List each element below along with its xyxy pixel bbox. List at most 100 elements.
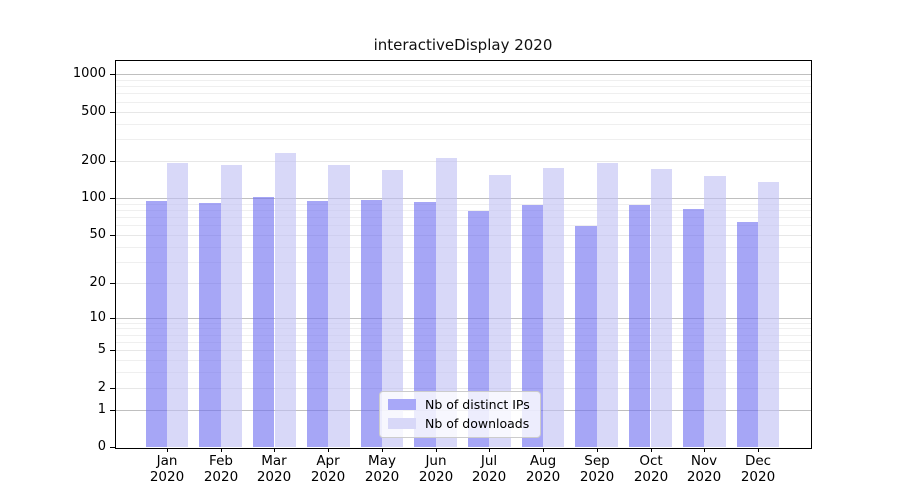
legend-item: Nb of downloads — [388, 416, 530, 431]
x-tick-mark — [704, 448, 705, 452]
x-tick-label-apr: Apr 2020 — [310, 453, 346, 485]
x-tick-label-jul: Jul 2020 — [471, 453, 507, 485]
x-tick-label-may: May 2020 — [364, 453, 400, 485]
x-tick-mark — [436, 448, 437, 452]
x-tick-label-dec: Dec 2020 — [740, 453, 776, 485]
legend-swatch-downloads — [388, 418, 416, 429]
gridline-minor — [115, 328, 811, 329]
bar-downloads-mar — [274, 153, 296, 447]
bar-downloads-aug — [543, 168, 565, 447]
legend-label: Nb of distinct IPs — [425, 397, 530, 412]
legend-item: Nb of distinct IPs — [388, 397, 530, 412]
gridline-minor — [115, 372, 811, 373]
gridline-decade — [115, 198, 811, 199]
y-tick-label: 500 — [81, 104, 106, 119]
bar-downloads-feb — [220, 165, 243, 447]
bar-distinct-ips-mar — [253, 196, 275, 447]
bar-distinct-ips-jan — [145, 201, 167, 447]
x-tick-mark — [758, 448, 759, 452]
y-tick-label: 1000 — [72, 66, 106, 81]
gridline-major — [115, 161, 811, 162]
gridline-minor — [115, 262, 811, 263]
y-tick-label: 5 — [97, 342, 106, 357]
bar-downloads-dec — [758, 181, 780, 447]
x-tick-mark — [167, 448, 168, 452]
x-tick-label-aug: Aug 2020 — [525, 453, 561, 485]
y-tick-mark — [110, 388, 115, 389]
y-tick-label: 200 — [81, 153, 106, 168]
gridline-minor — [115, 210, 811, 211]
gridline-minor — [115, 80, 811, 81]
bar-downloads-apr — [328, 164, 350, 447]
bar-distinct-ips-feb — [199, 203, 221, 447]
gridline-minor — [115, 124, 811, 125]
y-tick-mark — [110, 283, 115, 284]
y-tick-label: 0 — [97, 439, 106, 454]
gridline-minor — [115, 360, 811, 361]
bar-downloads-jun — [435, 157, 457, 447]
x-tick-label-jan: Jan 2020 — [149, 453, 185, 485]
x-tick-mark — [651, 448, 652, 452]
y-tick-mark — [110, 112, 115, 113]
x-tick-label-jun: Jun 2020 — [418, 453, 454, 485]
legend-label: Nb of downloads — [425, 416, 530, 431]
bar-distinct-ips-aug — [521, 205, 544, 447]
y-tick-mark — [110, 350, 115, 351]
y-tick-mark — [110, 235, 115, 236]
bar-downloads-oct — [650, 168, 672, 447]
x-tick-label-feb: Feb 2020 — [203, 453, 239, 485]
gridline-minor — [115, 225, 811, 226]
plot-area — [115, 60, 811, 447]
x-tick-mark — [328, 448, 329, 452]
x-tick-mark — [597, 448, 598, 452]
y-tick-label: 2 — [97, 380, 106, 395]
y-tick-label: 20 — [89, 275, 106, 290]
gridline-minor — [115, 247, 811, 248]
x-tick-label-mar: Mar 2020 — [256, 453, 292, 485]
bar-distinct-ips-nov — [682, 208, 705, 447]
y-tick-mark — [110, 198, 115, 199]
gridline-major — [115, 112, 811, 113]
gridline-decade — [115, 318, 811, 319]
x-tick-label-sep: Sep 2020 — [579, 453, 615, 485]
bar-downloads-nov — [704, 176, 726, 447]
bar-distinct-ips-may — [360, 199, 382, 447]
bar-distinct-ips-apr — [306, 201, 329, 447]
x-tick-mark — [543, 448, 544, 452]
bar-distinct-ips-sep — [575, 226, 597, 447]
bar-distinct-ips-dec — [736, 221, 758, 447]
gridline-minor — [115, 102, 811, 103]
gridline-major — [115, 350, 811, 351]
bar-distinct-ips-oct — [629, 205, 651, 447]
y-tick-mark — [110, 161, 115, 162]
gridline-minor — [115, 86, 811, 87]
y-tick-label: 1 — [97, 402, 106, 417]
gridline-major — [115, 283, 811, 284]
x-tick-mark — [382, 448, 383, 452]
bar-downloads-may — [381, 169, 404, 447]
y-tick-mark — [110, 74, 115, 75]
y-tick-mark — [110, 447, 115, 448]
gridline-minor — [115, 93, 811, 94]
chart-title: interactiveDisplay 2020 — [373, 36, 553, 54]
bar-downloads-jan — [167, 163, 189, 447]
gridline-major — [115, 388, 811, 389]
x-tick-mark — [221, 448, 222, 452]
bar-downloads-jul — [489, 174, 511, 447]
bar-distinct-ips-jul — [468, 210, 490, 447]
y-tick-mark — [110, 318, 115, 319]
x-tick-mark — [274, 448, 275, 452]
bar-downloads-sep — [596, 162, 619, 447]
gridline-minor — [115, 323, 811, 324]
y-tick-label: 50 — [89, 227, 106, 242]
gridline-decade — [115, 74, 811, 75]
legend: Nb of distinct IPs Nb of downloads — [379, 391, 541, 438]
y-tick-label: 10 — [89, 310, 106, 325]
gridline-major — [115, 235, 811, 236]
bar-distinct-ips-jun — [414, 201, 436, 447]
gridline-minor — [115, 204, 811, 205]
gridline-minor — [115, 335, 811, 336]
x-tick-label-oct: Oct 2020 — [633, 453, 669, 485]
x-tick-label-nov: Nov 2020 — [686, 453, 722, 485]
